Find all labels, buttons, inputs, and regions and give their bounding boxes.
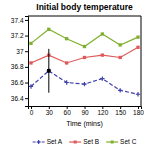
tick: 180 <box>133 106 144 116</box>
series-line <box>31 71 138 94</box>
x-axis: 0 30 60 90 120 150 180 <box>29 106 145 116</box>
point <box>47 69 51 73</box>
tick-mark <box>25 51 28 52</box>
tick-mark <box>25 20 28 21</box>
tick-label: 120 <box>97 109 108 116</box>
tick-label: 30 <box>46 109 54 116</box>
legend: Set A Set B Set C <box>33 138 137 145</box>
chart: 0 30 60 90 120 150 180 36.4 36.6 36.8 37 37.2 37.4 In… <box>0 0 150 150</box>
point <box>83 45 86 48</box>
tick: 37.4 <box>11 16 28 23</box>
legend-item: Set B <box>69 138 99 145</box>
plot: 0 30 60 90 120 150 180 36.4 36.6 36.8 37 37.2 37.4 <box>11 16 144 116</box>
legend-marker <box>37 140 41 144</box>
legend-swatch <box>106 141 118 142</box>
tick-mark <box>25 36 28 37</box>
point <box>29 84 33 88</box>
tick: 36.6 <box>11 79 28 86</box>
point <box>101 53 104 56</box>
tick-mark <box>25 67 28 68</box>
tick: 150 <box>115 106 126 116</box>
legend-label: Set A <box>47 138 63 145</box>
point <box>136 92 140 96</box>
tick-label: 36.6 <box>11 79 24 86</box>
tick: 0 <box>30 106 34 116</box>
legend-marker <box>74 141 77 144</box>
series-line <box>31 47 138 63</box>
tick-label: 90 <box>81 109 89 116</box>
point <box>83 56 86 59</box>
legend-item: Set A <box>33 138 63 145</box>
point <box>100 76 104 80</box>
tick-label: 36.4 <box>11 95 24 102</box>
plot-frame <box>141 16 142 106</box>
error-bar <box>47 49 51 93</box>
plot-frame <box>28 16 141 17</box>
tick: 60 <box>64 106 72 116</box>
legend-label: Set C <box>120 138 137 145</box>
legend-marker <box>111 141 114 144</box>
tick: 37.2 <box>11 32 28 39</box>
point <box>82 82 86 86</box>
x-axis-label: Time (mins) <box>66 120 103 128</box>
tick-label: 0 <box>30 109 34 116</box>
point <box>119 43 122 46</box>
point <box>47 28 50 31</box>
tick: 36.8 <box>11 63 28 70</box>
axis-line <box>25 17 29 107</box>
series-line <box>31 29 138 46</box>
y-axis: 36.4 36.6 36.8 37 37.2 37.4 <box>11 16 29 106</box>
tick-mark <box>25 98 28 99</box>
tick-label: 60 <box>64 109 72 116</box>
tick-label: 37 <box>16 48 24 55</box>
tick: 36.4 <box>11 95 28 102</box>
point <box>65 61 68 64</box>
tick-label: 36.8 <box>11 63 24 70</box>
tick: 90 <box>81 106 89 116</box>
legend-swatch <box>69 141 81 142</box>
point <box>119 56 122 59</box>
point <box>136 35 139 38</box>
tick: 30 <box>46 106 54 116</box>
marks <box>29 28 140 97</box>
point <box>118 88 122 92</box>
tick-label: 150 <box>115 109 126 116</box>
title: Initial body temperature <box>36 2 133 12</box>
tick-label: 37.4 <box>11 16 24 23</box>
error-bar-point <box>47 69 51 73</box>
legend-item: Set C <box>106 138 137 145</box>
tick-mark <box>25 83 28 84</box>
point <box>64 80 68 84</box>
point <box>29 61 32 64</box>
point <box>65 37 68 40</box>
point <box>101 32 104 35</box>
tick-label: 180 <box>133 109 144 116</box>
point <box>136 46 139 49</box>
tick: 120 <box>97 106 108 116</box>
point <box>29 42 32 45</box>
tick: 37 <box>16 48 28 55</box>
tick-label: 37.2 <box>11 32 24 39</box>
legend-label: Set B <box>83 138 99 145</box>
